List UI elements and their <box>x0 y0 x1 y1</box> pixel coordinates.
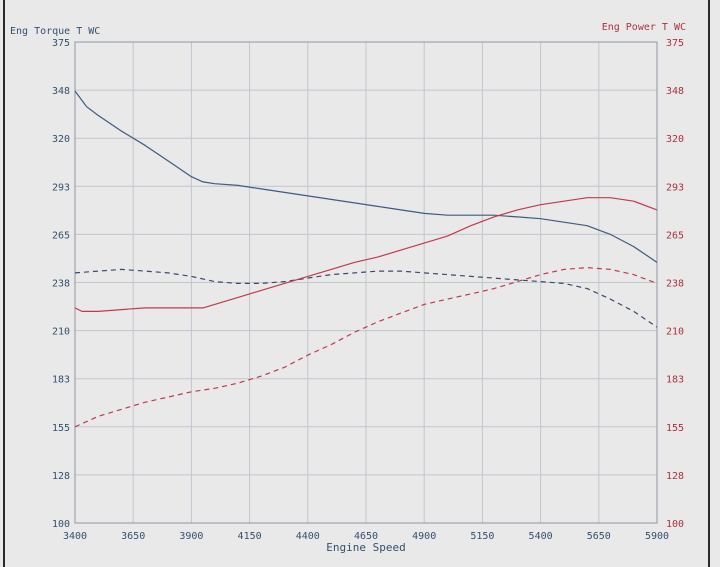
x-tick-label: 5650 <box>587 531 611 542</box>
x-tick-label: 4900 <box>412 531 436 542</box>
y-right-tick-label: 100 <box>666 519 684 530</box>
plot-area-border <box>74 41 658 524</box>
x-tick-label: 3400 <box>63 531 87 542</box>
series-torque-solid-line <box>74 90 658 263</box>
y-right-tick-label: 210 <box>666 327 684 338</box>
left-axis-ticks: 100 128 155 183 210 238 265 293 320 348 375 <box>52 38 70 530</box>
y-left-tick-label: 183 <box>52 375 70 386</box>
x-tick-label: 4150 <box>238 531 262 542</box>
x-axis-title: Engine Speed <box>326 541 405 554</box>
y-left-tick-label: 375 <box>52 38 70 49</box>
right-axis-title: Eng Power T WC <box>602 22 686 33</box>
x-axis-ticks: 3400 3650 3900 4150 4400 4650 4900 5150 5400 5650… <box>63 531 669 542</box>
x-tick-label: 4650 <box>354 531 378 542</box>
series-power-dashed-line <box>74 267 658 428</box>
y-left-tick-label: 155 <box>52 423 70 434</box>
y-right-tick-label: 293 <box>666 182 684 193</box>
y-right-tick-label: 375 <box>666 38 684 49</box>
y-left-tick-label: 238 <box>52 279 70 290</box>
left-axis-title: Eng Torque T WC <box>10 26 100 37</box>
y-right-tick-label: 183 <box>666 375 684 386</box>
y-left-tick-label: 265 <box>52 230 70 241</box>
y-right-tick-label: 238 <box>666 279 684 290</box>
x-tick-label: 3900 <box>179 531 203 542</box>
y-right-tick-label: 128 <box>666 471 684 482</box>
x-tick-label: 5400 <box>529 531 553 542</box>
y-right-tick-label: 320 <box>666 134 684 145</box>
x-tick-label: 5900 <box>645 531 669 542</box>
y-right-tick-label: 265 <box>666 230 684 241</box>
series-power-solid-line <box>74 197 658 312</box>
y-left-tick-label: 348 <box>52 86 70 97</box>
y-left-tick-label: 293 <box>52 182 70 193</box>
y-left-tick-label: 100 <box>52 519 70 530</box>
y-left-tick-label: 320 <box>52 134 70 145</box>
y-right-tick-label: 348 <box>666 86 684 97</box>
series-torque-dashed-line <box>74 268 658 328</box>
x-tick-label: 3650 <box>121 531 145 542</box>
y-left-tick-label: 128 <box>52 471 70 482</box>
y-left-tick-label: 210 <box>52 327 70 338</box>
x-tick-label: 4400 <box>296 531 320 542</box>
right-axis-ticks: 100 128 155 183 210 238 265 293 320 348 375 <box>666 38 684 530</box>
x-tick-label: 5150 <box>470 531 494 542</box>
y-right-tick-label: 155 <box>666 423 684 434</box>
series-layer <box>74 90 658 428</box>
